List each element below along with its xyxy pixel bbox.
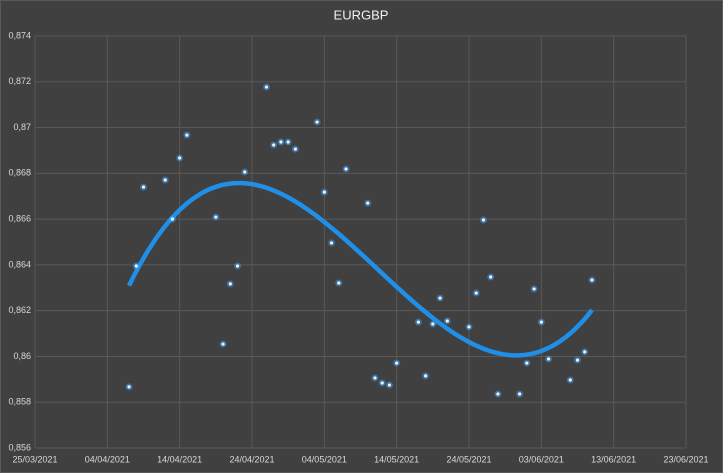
point [474,291,478,295]
point [583,350,587,354]
point [279,140,283,144]
y-tick-label: 0,858 [8,397,31,407]
x-tick-label: 13/06/2021 [591,454,636,464]
point [286,140,290,144]
x-tick-label: 23/06/2021 [663,454,708,464]
x-tick-label: 04/04/2021 [85,454,130,464]
point [395,361,399,365]
point [518,392,522,396]
point [416,320,420,324]
y-tick-label: 0,862 [8,305,31,315]
y-tick-label: 0,864 [8,259,31,269]
point [235,264,240,268]
point [322,190,326,194]
point [366,201,370,205]
x-tick-label: 24/05/2021 [446,454,491,464]
y-tick-label: 0,87 [13,122,31,132]
point [496,392,500,396]
point [185,133,189,137]
point [337,281,341,285]
point [525,361,529,365]
x-tick-label: 03/06/2021 [519,454,564,464]
x-tick-label: 14/05/2021 [374,454,419,464]
point [264,85,269,89]
point [532,287,536,291]
point [214,215,218,219]
trendline [126,180,594,358]
point [590,278,594,282]
y-tick-label: 0,868 [8,168,31,178]
y-tick-label: 0,856 [8,442,31,452]
point [575,358,580,362]
point [373,376,377,380]
point [445,319,449,323]
point [272,143,276,147]
point [127,385,131,389]
y-tick-label: 0,866 [8,213,31,223]
point [329,241,334,245]
y-tick-label: 0,872 [8,76,31,86]
point [467,325,471,329]
x-tick-label: 04/05/2021 [302,454,347,464]
point [141,185,146,189]
point [546,357,551,361]
x-tick-label: 14/04/2021 [157,454,202,464]
point [243,170,247,174]
point [424,374,428,378]
point [387,383,392,387]
x-tick-label: 25/03/2021 [12,454,57,464]
point [134,264,138,268]
point [315,120,319,124]
point [221,342,225,346]
point [228,282,232,286]
point [178,156,182,160]
point [380,381,384,385]
point [163,178,167,182]
point [344,167,348,171]
point [293,147,297,151]
y-tick-label: 0,86 [13,351,31,361]
chart-title: EURGBP [334,7,389,22]
point [170,217,175,221]
point [568,378,572,382]
point [438,296,442,300]
x-tick-label: 24/04/2021 [229,454,274,464]
point [481,218,486,222]
point [431,322,435,326]
point [539,320,543,324]
y-tick-label: 0,874 [8,30,31,40]
point [489,275,493,279]
